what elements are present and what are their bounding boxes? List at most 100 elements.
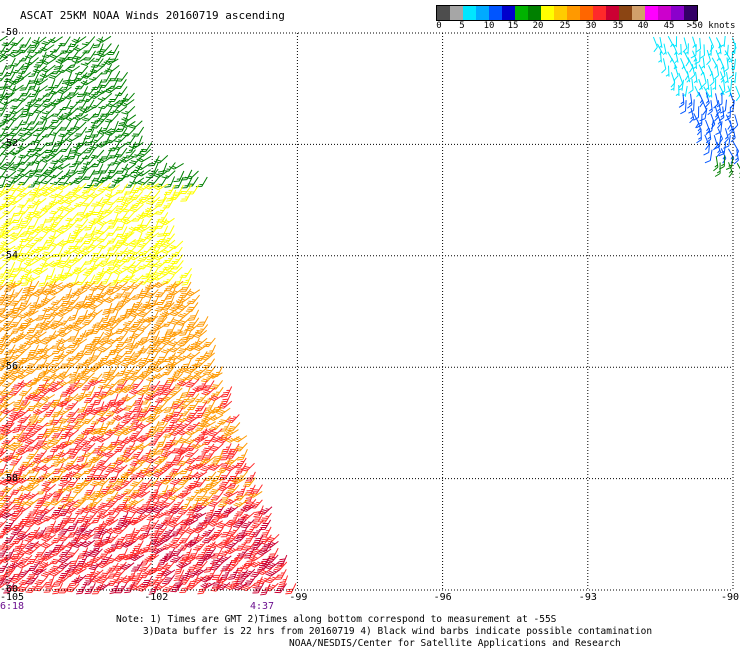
map-title: ASCAT 25KM NOAA Winds 20160719 ascending (20, 9, 285, 22)
wind-barb (153, 170, 168, 178)
wind-barb (130, 330, 145, 339)
wind-barb (217, 483, 233, 492)
wind-barb (176, 428, 192, 436)
wind-barb (191, 462, 207, 470)
wind-barb (217, 415, 231, 425)
wind-barb (732, 141, 740, 157)
wind-barb (127, 464, 143, 472)
wind-barb (85, 323, 97, 336)
wind-barb (28, 527, 41, 538)
wind-barb (84, 338, 97, 350)
wind-barb (26, 225, 40, 235)
wind-barb (662, 43, 667, 55)
wind-barb (136, 359, 151, 368)
wind-barb (72, 267, 87, 275)
wind-barb (199, 485, 215, 493)
wind-barb (18, 386, 33, 397)
wind-barb (128, 239, 144, 248)
wind-barb (121, 372, 136, 381)
lat-label: -56 (0, 361, 19, 373)
wind-barb (50, 547, 65, 556)
wind-barb (733, 114, 739, 130)
wind-barb (215, 512, 231, 519)
wind-barb (57, 113, 72, 121)
wind-barb (20, 294, 32, 307)
wind-barb (0, 240, 8, 251)
wind-barb (184, 415, 200, 423)
wind-barb (97, 527, 113, 536)
wind-barb (155, 443, 167, 455)
wind-barb (2, 499, 16, 509)
wind-barb (107, 162, 120, 174)
wind-barb (90, 196, 104, 207)
wind-barb (665, 65, 670, 77)
wind-barb (145, 449, 161, 458)
wind-barb (120, 198, 136, 207)
wind-barb (89, 575, 105, 583)
wind-barb (53, 575, 65, 587)
wind-barb (706, 49, 711, 66)
wind-barb (57, 329, 73, 338)
wind-barb (140, 576, 153, 588)
wind-barb (0, 485, 8, 497)
wind-barb (157, 162, 168, 175)
wind-barb (102, 302, 113, 315)
wind-barb (88, 182, 103, 191)
wind-barb (48, 163, 64, 171)
wind-barb (2, 378, 16, 388)
wind-barb (42, 527, 55, 538)
wind-barb (105, 196, 120, 206)
wind-barb (40, 204, 55, 212)
wind-barb (16, 476, 32, 484)
wind-barb (160, 266, 175, 276)
wind-barb (0, 98, 15, 106)
wind-barb (9, 456, 23, 466)
wind-barb (0, 127, 7, 138)
colorbar-segment (632, 6, 645, 20)
wind-barb (10, 36, 24, 47)
wind-barb (115, 337, 129, 348)
wind-barb (24, 533, 39, 543)
wind-barb (153, 428, 168, 438)
wind-barb (227, 470, 240, 481)
wind-barb (176, 379, 192, 387)
wind-barb (67, 512, 80, 523)
wind-barb (88, 364, 103, 373)
wind-barb (31, 336, 47, 345)
wind-barb (264, 554, 279, 564)
wind-barb (50, 302, 65, 312)
wind-barb (92, 163, 104, 175)
wind-barb (145, 387, 160, 396)
wind-barb (121, 435, 136, 444)
wind-barb (52, 582, 63, 595)
wind-barb (226, 527, 240, 537)
wind-barb (96, 211, 112, 220)
wind-barb (10, 526, 25, 536)
wind-barb (85, 121, 96, 133)
wind-barb (76, 387, 87, 400)
wind-barb (104, 85, 119, 94)
wind-barb (74, 379, 89, 389)
wind-barb (185, 351, 201, 360)
wind-barb (237, 448, 248, 461)
wind-barb (195, 176, 208, 188)
wind-barb (143, 469, 159, 477)
wind-barb (56, 191, 72, 199)
wind-barb (11, 226, 24, 237)
wind-barb (75, 329, 87, 342)
wind-barb (38, 274, 49, 287)
wind-barb (694, 85, 700, 98)
wind-barb (9, 512, 23, 522)
wind-barb (80, 191, 96, 200)
wind-barb (36, 491, 47, 504)
wind-barb (705, 119, 710, 136)
wind-barb (10, 169, 24, 179)
wind-barb (137, 308, 152, 318)
wind-barb (144, 289, 159, 298)
wind-barb (208, 394, 224, 402)
wind-barb (158, 484, 169, 497)
wind-barb (49, 51, 65, 59)
wind-barb (10, 287, 24, 298)
wind-barb (0, 407, 16, 415)
wind-barb (97, 344, 113, 353)
